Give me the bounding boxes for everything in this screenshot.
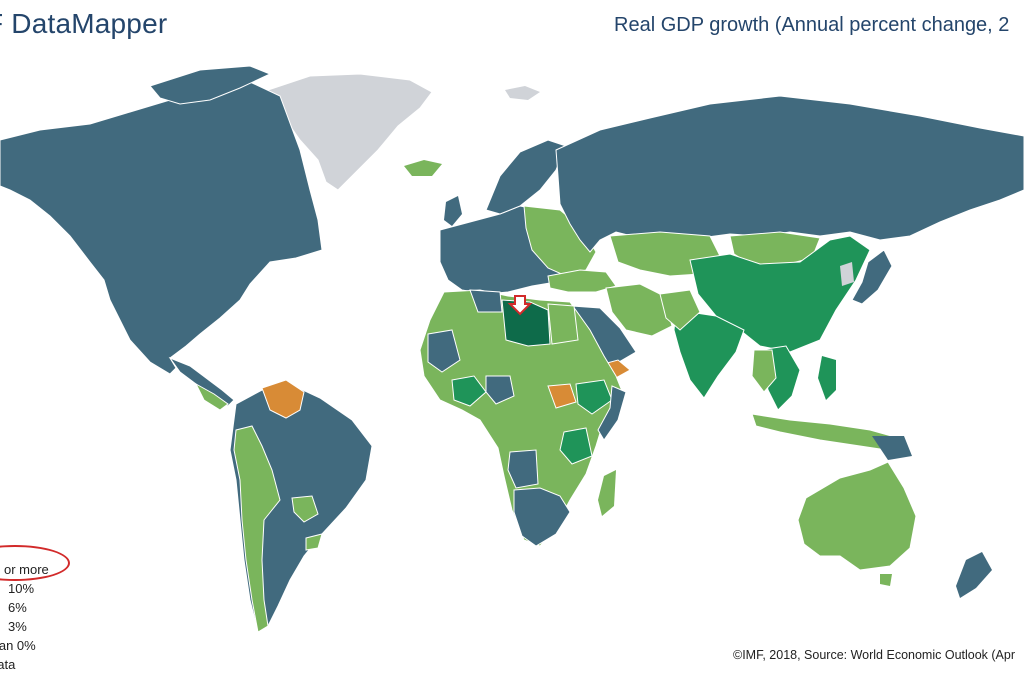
region-tanzania[interactable] <box>559 427 593 465</box>
highlight-arrow-icon <box>507 295 533 316</box>
region-philippines[interactable] <box>818 356 836 400</box>
region-somalia[interactable] <box>597 385 627 441</box>
region-iceland[interactable] <box>404 160 442 176</box>
region-libya[interactable] <box>501 299 551 347</box>
region-madagascar[interactable] <box>598 470 616 516</box>
region-canada-islands[interactable] <box>149 65 272 105</box>
region-paraguay[interactable] <box>291 495 319 523</box>
region-uruguay[interactable] <box>305 533 323 551</box>
region-tasmania[interactable] <box>880 574 892 586</box>
region-japan[interactable] <box>851 249 893 305</box>
region-new-zealand[interactable] <box>956 552 992 598</box>
region-arctic-islands[interactable] <box>505 86 540 100</box>
region-russia[interactable] <box>555 95 1024 253</box>
region-west-africa-dark[interactable] <box>451 375 487 407</box>
map-title: Real GDP growth (Annual percent change, … <box>614 14 1010 36</box>
region-south-sudan[interactable] <box>547 383 577 409</box>
brand-title: F DataMapper <box>0 8 168 39</box>
region-new-guinea[interactable] <box>872 436 912 460</box>
region-pakistan[interactable] <box>659 289 701 331</box>
region-ethiopia[interactable] <box>575 379 613 415</box>
region-korea-peninsula[interactable] <box>840 262 854 286</box>
region-algeria-north[interactable] <box>469 289 503 313</box>
region-andes[interactable] <box>233 425 281 633</box>
region-thailand[interactable] <box>751 349 777 393</box>
region-central-america-green[interactable] <box>194 382 229 411</box>
region-southern-africa[interactable] <box>513 487 571 547</box>
region-egypt[interactable] <box>547 303 579 345</box>
region-north-america[interactable] <box>0 81 323 375</box>
region-venezuela[interactable] <box>261 379 305 419</box>
region-central-america[interactable] <box>168 356 235 407</box>
region-nigeria[interactable] <box>485 375 515 405</box>
source-credit: ©IMF, 2018, Source: World Economic Outlo… <box>733 648 1016 662</box>
region-scandinavia[interactable] <box>485 139 567 215</box>
region-iran[interactable] <box>605 283 673 337</box>
region-india[interactable] <box>673 309 745 399</box>
region-mauritania[interactable] <box>427 329 461 373</box>
region-uk[interactable] <box>444 196 462 226</box>
region-angola[interactable] <box>507 449 539 489</box>
region-australia[interactable] <box>797 461 917 571</box>
